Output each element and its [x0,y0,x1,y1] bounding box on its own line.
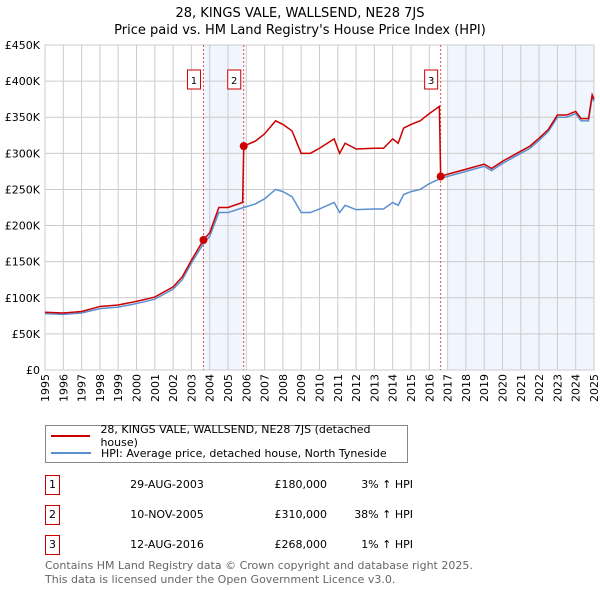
sale-date: 12-AUG-2016 [130,538,204,551]
x-tick-label: 1997 [76,374,89,402]
sale-date: 29-AUG-2003 [130,478,204,491]
x-tick-label: 2008 [277,374,290,402]
x-tick-label: 2024 [570,374,583,402]
x-tick-label: 2003 [185,374,198,402]
footer-copyright: Contains HM Land Registry data © Crown c… [45,559,473,572]
x-tick-label: 2016 [423,374,436,402]
y-tick-label: £200K [5,220,41,233]
sale-hpi-diff: 38% ↑ HPI [354,508,413,521]
sale-price: £310,000 [274,508,328,521]
x-tick-label: 2023 [551,374,564,402]
hpi-line [44,94,595,316]
y-tick-label: £150K [5,256,41,269]
x-tick-label: 2004 [204,374,217,402]
sale-row: 1 29-AUG-2003 £180,000 3% ↑ HPI [45,475,445,495]
sale-label-number: 3 [428,76,434,87]
chart-title: 28, KINGS VALE, WALLSEND, NE28 7JS [175,6,425,21]
sale-label-box [424,69,439,90]
sale-label-box [186,69,201,90]
y-tick-label: £50K [12,328,41,341]
x-tick-label: 2000 [131,374,144,402]
sale-hpi-diff: 1% ↑ HPI [361,538,413,551]
sale-label-number: 2 [231,76,237,87]
sale-price: £180,000 [274,478,328,491]
sale-hpi-diff: 3% ↑ HPI [361,478,413,491]
sale-date: 10-NOV-2005 [130,508,204,521]
chart-subtitle: Price paid vs. HM Land Registry's House … [114,23,486,38]
x-tick-label: 1995 [39,374,52,402]
x-tick-label: 2022 [533,374,546,402]
legend-label-hpi: HPI: Average price, detached house, Nort… [101,446,387,460]
x-tick-label: 2018 [460,374,473,402]
legend-swatch-property [51,435,91,437]
x-tick-label: 2002 [167,374,180,402]
x-tick-label: 2020 [497,374,510,402]
y-tick-label: £300K [5,147,41,160]
x-tick-label: 2006 [240,374,253,402]
sale-label-box [227,69,242,90]
x-tick-label: 2017 [442,374,455,402]
x-tick-label: 2021 [515,374,528,402]
sale-label-number: 1 [191,76,197,87]
y-tick-label: £450K [5,39,41,52]
x-tick-label: 2014 [387,374,400,402]
y-tick-label: £0 [26,364,40,377]
x-tick-label: 2011 [332,374,345,402]
sale-marker-number: 1 [45,475,60,495]
x-tick-label: 2019 [478,374,491,402]
legend-label-property: 28, KINGS VALE, WALLSEND, NE28 7JS (deta… [100,423,371,449]
legend-swatch-hpi [51,452,91,454]
sale-price: £268,000 [274,538,328,551]
sale-point [239,142,248,151]
y-tick-label: £350K [5,111,41,124]
sale-marker-number: 2 [45,505,60,525]
footer-license: This data is licensed under the Open Gov… [45,573,396,586]
x-tick-label: 1996 [57,374,70,402]
plot-area: 1995 1996 1997 1998 1999 2000 2001 2002 2003 2004… [5,39,600,402]
plot-border [44,44,595,371]
property-price-line [44,92,595,314]
sale-row: 2 10-NOV-2005 £310,000 38% ↑ HPI [45,505,445,525]
x-tick-label: 2013 [368,374,381,402]
x-tick-label: 1999 [112,374,125,402]
x-tick-label: 2010 [314,374,327,402]
x-tick-label: 2015 [405,374,418,402]
sale-marker-number: 3 [45,535,60,555]
y-tick-label: £100K [5,292,41,305]
legend: 28, KINGS VALE, WALLSEND, NE28 7JS (deta… [45,423,408,463]
y-tick-label: £400K [5,75,41,88]
y-tick-label: £250K [5,183,41,196]
x-tick-label: 1998 [94,374,107,402]
sale-point [199,236,208,244]
sale-point [436,172,445,181]
x-tick-label: 2007 [259,374,272,402]
x-tick-label: 2025 [588,374,600,402]
x-tick-label: 2012 [350,374,363,402]
x-tick-label: 2009 [295,374,308,402]
sale-row: 3 12-AUG-2016 £268,000 1% ↑ HPI [45,535,445,555]
x-tick-label: 2001 [149,374,162,402]
x-tick-label: 2005 [222,374,235,402]
